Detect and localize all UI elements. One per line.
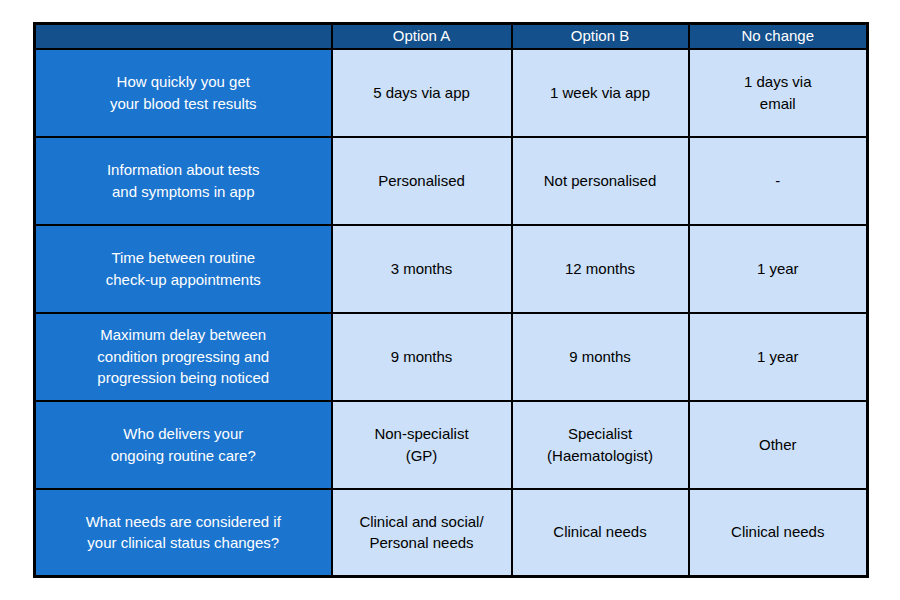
cell-option-b: Specialist (Haematologist) bbox=[512, 401, 689, 489]
row-label: Time between routine check-up appointmen… bbox=[35, 225, 332, 313]
table-row-blood-test-results: How quickly you get your blood test resu… bbox=[35, 49, 868, 137]
cell-option-a: 5 days via app bbox=[332, 49, 512, 137]
cell-option-b: Clinical needs bbox=[512, 489, 689, 577]
cell-option-a: Personalised bbox=[332, 137, 512, 225]
cell-option-b: Not personalised bbox=[512, 137, 689, 225]
cell-option-a: 3 months bbox=[332, 225, 512, 313]
table-row-checkup-interval: Time between routine check-up appointmen… bbox=[35, 225, 868, 313]
table-row-information-in-app: Information about tests and symptoms in … bbox=[35, 137, 868, 225]
cell-no-change: Clinical needs bbox=[689, 489, 868, 577]
cell-option-b: 9 months bbox=[512, 313, 689, 401]
header-cell-option-b: Option B bbox=[512, 24, 689, 49]
table-row-care-provider: Who delivers your ongoing routine care? … bbox=[35, 401, 868, 489]
cell-option-b: 12 months bbox=[512, 225, 689, 313]
cell-no-change: 1 year bbox=[689, 313, 868, 401]
row-label: What needs are considered if your clinic… bbox=[35, 489, 332, 577]
header-row: Option A Option B No change bbox=[35, 24, 868, 49]
cell-no-change: 1 days via email bbox=[689, 49, 868, 137]
row-label: Who delivers your ongoing routine care? bbox=[35, 401, 332, 489]
cell-no-change: 1 year bbox=[689, 225, 868, 313]
cell-option-b: 1 week via app bbox=[512, 49, 689, 137]
row-label: Maximum delay between condition progress… bbox=[35, 313, 332, 401]
cell-option-a: Non-specialist (GP) bbox=[332, 401, 512, 489]
cell-no-change: Other bbox=[689, 401, 868, 489]
header-cell-attribute bbox=[35, 24, 332, 49]
row-label: Information about tests and symptoms in … bbox=[35, 137, 332, 225]
table-row-progression-delay: Maximum delay between condition progress… bbox=[35, 313, 868, 401]
cell-no-change: - bbox=[689, 137, 868, 225]
options-comparison-table: Option A Option B No change How quickly … bbox=[33, 22, 869, 578]
header-cell-option-a: Option A bbox=[332, 24, 512, 49]
row-label: How quickly you get your blood test resu… bbox=[35, 49, 332, 137]
comparison-table-container: Option A Option B No change How quickly … bbox=[33, 22, 869, 578]
table-row-needs-considered: What needs are considered if your clinic… bbox=[35, 489, 868, 577]
cell-option-a: Clinical and social/ Personal needs bbox=[332, 489, 512, 577]
cell-option-a: 9 months bbox=[332, 313, 512, 401]
header-cell-no-change: No change bbox=[689, 24, 868, 49]
